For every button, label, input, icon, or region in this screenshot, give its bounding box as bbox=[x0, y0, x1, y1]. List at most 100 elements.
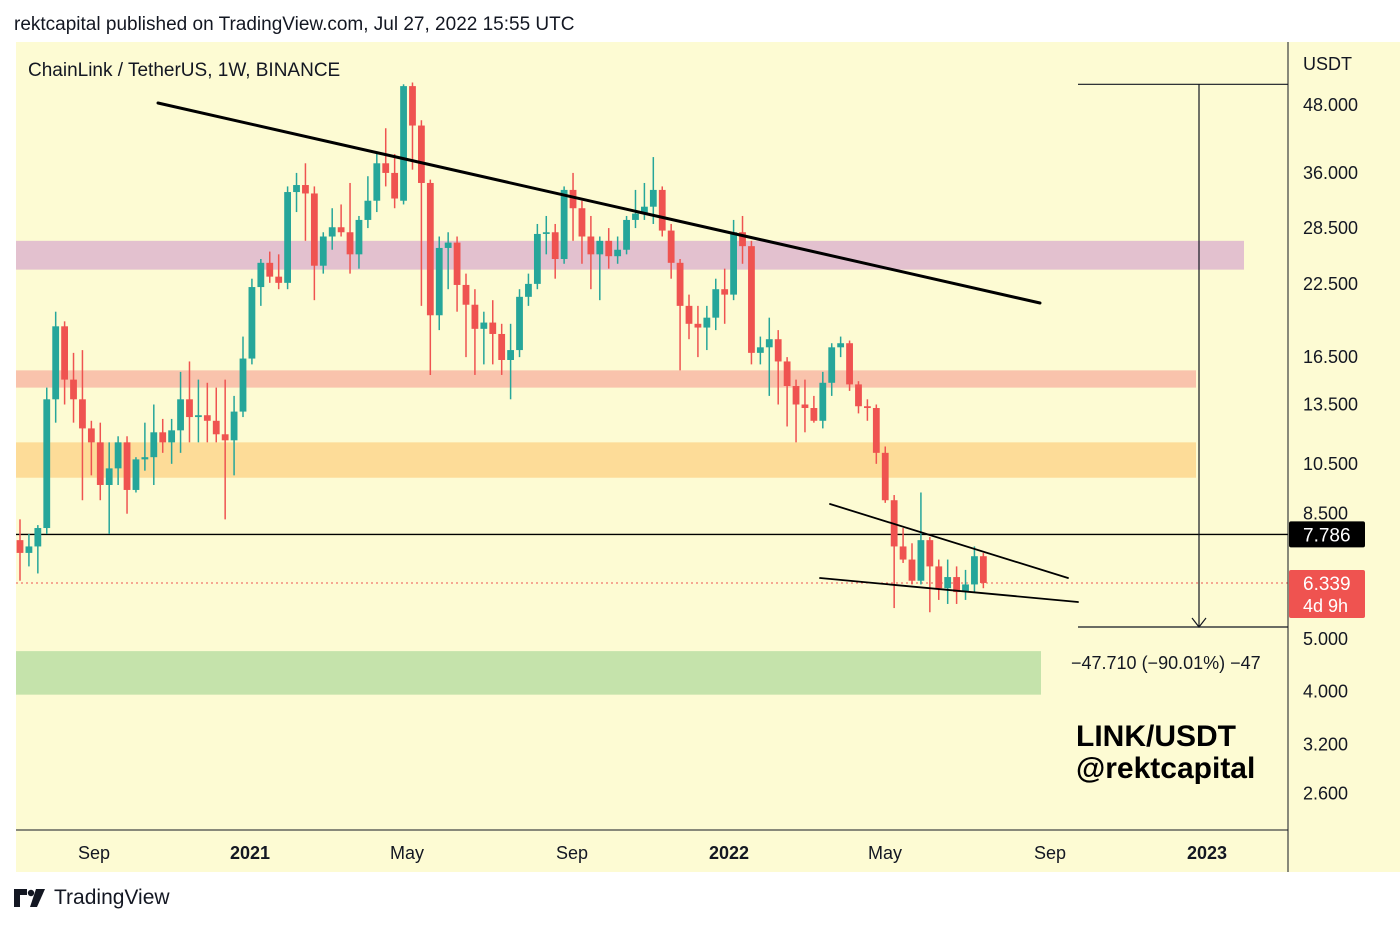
candle[interactable] bbox=[498, 323, 506, 375]
candle[interactable] bbox=[756, 336, 764, 365]
candle[interactable] bbox=[623, 215, 630, 255]
candle[interactable] bbox=[105, 442, 113, 535]
trendline[interactable] bbox=[819, 577, 1079, 603]
candle[interactable] bbox=[34, 525, 42, 574]
candle[interactable] bbox=[605, 228, 613, 269]
candle[interactable] bbox=[712, 278, 720, 331]
candle[interactable] bbox=[801, 379, 809, 433]
candle[interactable] bbox=[302, 163, 309, 241]
candle[interactable] bbox=[632, 189, 639, 229]
candle[interactable] bbox=[284, 186, 291, 290]
candle[interactable] bbox=[96, 422, 104, 501]
candle[interactable] bbox=[480, 311, 488, 365]
candle[interactable] bbox=[159, 418, 167, 453]
candle[interactable] bbox=[453, 236, 461, 312]
candle[interactable] bbox=[819, 371, 827, 429]
candle[interactable] bbox=[203, 382, 211, 443]
candle[interactable] bbox=[694, 305, 702, 358]
candle[interactable] bbox=[792, 379, 800, 443]
candle[interactable] bbox=[516, 289, 523, 358]
candle[interactable] bbox=[123, 436, 131, 514]
candle[interactable] bbox=[596, 236, 604, 301]
candle[interactable] bbox=[355, 215, 363, 269]
candle[interactable] bbox=[266, 251, 274, 283]
candle[interactable] bbox=[221, 379, 229, 520]
candle[interactable] bbox=[551, 223, 559, 279]
candle[interactable] bbox=[346, 182, 354, 274]
candle[interactable] bbox=[703, 305, 711, 351]
candle[interactable] bbox=[25, 534, 33, 567]
candle[interactable] bbox=[774, 330, 782, 405]
candle[interactable] bbox=[739, 215, 746, 264]
candle[interactable] bbox=[435, 236, 443, 331]
candle[interactable] bbox=[70, 352, 77, 423]
candle[interactable] bbox=[685, 294, 693, 340]
candle[interactable] bbox=[195, 379, 202, 443]
candle[interactable] bbox=[917, 492, 925, 585]
candle[interactable] bbox=[337, 204, 345, 237]
candle[interactable] bbox=[962, 569, 969, 600]
candle[interactable] bbox=[248, 278, 256, 365]
candle[interactable] bbox=[525, 273, 532, 306]
candle[interactable] bbox=[908, 543, 916, 585]
candle[interactable] bbox=[186, 361, 193, 443]
candle[interactable] bbox=[87, 420, 95, 476]
trendline[interactable] bbox=[156, 101, 1042, 305]
candle[interactable] bbox=[373, 154, 381, 213]
candle[interactable] bbox=[230, 395, 238, 476]
candle[interactable] bbox=[721, 268, 729, 324]
candle[interactable] bbox=[79, 350, 86, 501]
candle[interactable] bbox=[239, 336, 247, 418]
candle[interactable] bbox=[855, 381, 862, 414]
candle[interactable] bbox=[444, 232, 452, 290]
candle[interactable] bbox=[944, 559, 952, 604]
candle[interactable] bbox=[168, 418, 176, 464]
candle[interactable] bbox=[953, 566, 960, 604]
candle[interactable] bbox=[418, 120, 425, 306]
candle[interactable] bbox=[828, 343, 836, 396]
candle[interactable] bbox=[400, 84, 407, 205]
candle[interactable] bbox=[212, 387, 220, 443]
candle[interactable] bbox=[426, 179, 434, 375]
candle[interactable] bbox=[61, 321, 68, 405]
candle[interactable] bbox=[542, 215, 550, 255]
candle[interactable] bbox=[257, 259, 265, 306]
tradingview-logo[interactable]: TradingView bbox=[14, 886, 170, 910]
candle[interactable] bbox=[578, 200, 586, 264]
candle[interactable] bbox=[43, 387, 51, 535]
candle[interactable] bbox=[382, 128, 390, 187]
candle[interactable] bbox=[328, 208, 336, 250]
candle[interactable] bbox=[489, 300, 497, 365]
candle[interactable] bbox=[462, 273, 470, 358]
candle[interactable] bbox=[899, 528, 907, 563]
candle[interactable] bbox=[783, 357, 791, 427]
candle[interactable] bbox=[533, 223, 541, 290]
candle[interactable] bbox=[971, 546, 978, 593]
candle[interactable] bbox=[846, 340, 853, 391]
candle[interactable] bbox=[141, 422, 149, 471]
candle[interactable] bbox=[569, 172, 577, 241]
candle[interactable] bbox=[979, 552, 987, 589]
candle[interactable] bbox=[391, 154, 399, 209]
trendline[interactable] bbox=[829, 503, 1069, 579]
candle[interactable] bbox=[667, 223, 675, 279]
candle[interactable] bbox=[658, 186, 666, 237]
candle[interactable] bbox=[765, 317, 773, 396]
candle[interactable] bbox=[614, 236, 622, 264]
candle[interactable] bbox=[293, 172, 300, 213]
candle[interactable] bbox=[676, 259, 684, 371]
candle[interactable] bbox=[52, 311, 60, 423]
candle[interactable] bbox=[810, 395, 818, 423]
candle[interactable] bbox=[748, 240, 755, 365]
candle[interactable] bbox=[319, 232, 327, 274]
candle[interactable] bbox=[114, 436, 122, 485]
candle[interactable] bbox=[560, 186, 568, 264]
candle[interactable] bbox=[864, 399, 871, 421]
candle[interactable] bbox=[409, 82, 416, 170]
candle[interactable] bbox=[16, 519, 24, 581]
candle[interactable] bbox=[649, 157, 657, 224]
candle[interactable] bbox=[507, 323, 514, 400]
candle[interactable] bbox=[132, 457, 140, 493]
candle[interactable] bbox=[837, 336, 845, 358]
